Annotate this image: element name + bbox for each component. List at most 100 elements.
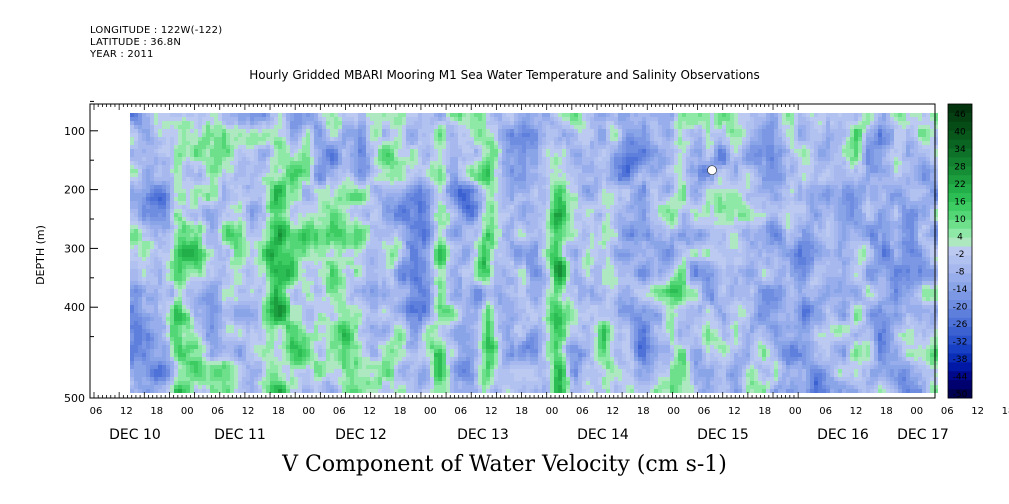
heatmap-cell [294, 165, 298, 169]
heatmap-cell [298, 361, 302, 365]
heatmap-cell [262, 269, 266, 273]
heatmap-cell [414, 137, 418, 141]
heatmap-cell [326, 373, 330, 377]
heatmap-cell [222, 121, 226, 125]
heatmap-cell [222, 293, 226, 297]
heatmap-cell [354, 141, 358, 145]
heatmap-cell [342, 253, 346, 257]
heatmap-cell [286, 357, 290, 361]
heatmap-cell [350, 345, 354, 349]
heatmap-cell [226, 177, 230, 181]
heatmap-cell [322, 349, 326, 353]
heatmap-cell [170, 245, 174, 249]
heatmap-cell [366, 361, 370, 365]
heatmap-cell [334, 357, 338, 361]
heatmap-cell [246, 157, 250, 161]
heatmap-cell [178, 305, 182, 309]
heatmap-cell [390, 133, 394, 137]
heatmap-cell [146, 145, 150, 149]
heatmap-cell [138, 193, 142, 197]
heatmap-cell [182, 373, 186, 377]
heatmap-cell [174, 141, 178, 145]
heatmap-cell [278, 217, 282, 221]
heatmap-cell [142, 229, 146, 233]
heatmap-cell [362, 117, 366, 121]
heatmap-cell [342, 205, 346, 209]
heatmap-cell [270, 133, 274, 137]
heatmap-cell [274, 233, 278, 237]
heatmap-cell [254, 133, 258, 137]
heatmap-cell [250, 181, 254, 185]
heatmap-cell [406, 305, 410, 309]
heatmap-cell [406, 389, 410, 393]
heatmap-cell [178, 321, 182, 325]
heatmap-cell [206, 253, 210, 257]
heatmap-cell [306, 117, 310, 121]
heatmap-cell [314, 161, 318, 165]
heatmap-cell [338, 241, 342, 245]
heatmap-cell [234, 193, 238, 197]
heatmap-cell [274, 389, 278, 393]
heatmap-cell [146, 329, 150, 333]
heatmap-cell [274, 185, 278, 189]
heatmap-cell [142, 249, 146, 253]
heatmap-cell [258, 281, 262, 285]
heatmap-cell [222, 341, 226, 345]
heatmap-cell [318, 229, 322, 233]
heatmap-cell [162, 381, 166, 385]
heatmap-cell [146, 361, 150, 365]
heatmap-cell [298, 313, 302, 317]
heatmap-cell [226, 201, 230, 205]
heatmap-cell [194, 369, 198, 373]
heatmap-cell [226, 301, 230, 305]
heatmap-cell [234, 381, 238, 385]
heatmap-cell [298, 173, 302, 177]
heatmap-cell [338, 345, 342, 349]
heatmap-cell [258, 349, 262, 353]
heatmap-cell [302, 301, 306, 305]
heatmap-cell [346, 313, 350, 317]
heatmap-cell [306, 349, 310, 353]
heatmap-cell [130, 269, 134, 273]
heatmap-cell [206, 349, 210, 353]
heatmap-cell [186, 333, 190, 337]
heatmap-cell [286, 285, 290, 289]
heatmap-cell [266, 285, 270, 289]
heatmap-cell [234, 261, 238, 265]
heatmap-cell [218, 117, 222, 121]
heatmap-cell [158, 157, 162, 161]
heatmap-cell [282, 193, 286, 197]
heatmap-cell [406, 321, 410, 325]
heatmap-cell [406, 173, 410, 177]
heatmap-cell [338, 253, 342, 257]
heatmap-cell [370, 185, 374, 189]
heatmap-cell [254, 301, 258, 305]
heatmap-cell [362, 365, 366, 369]
heatmap-cell [326, 261, 330, 265]
heatmap-cell [270, 161, 274, 165]
heatmap-cell [358, 277, 362, 281]
heatmap-cell [298, 285, 302, 289]
heatmap-cell [214, 357, 218, 361]
heatmap-cell [238, 353, 242, 357]
heatmap-cell [190, 245, 194, 249]
heatmap-cell [410, 213, 414, 217]
heatmap-cell [394, 273, 398, 277]
heatmap-cell [170, 113, 174, 117]
heatmap-cell [286, 257, 290, 261]
heatmap-cell [398, 213, 402, 217]
heatmap-cell [346, 193, 350, 197]
heatmap-cell [194, 325, 198, 329]
heatmap-cell [302, 141, 306, 145]
heatmap-cell [282, 117, 286, 121]
heatmap-cell [166, 149, 170, 153]
heatmap-cell [146, 325, 150, 329]
heatmap-cell [246, 161, 250, 165]
heatmap-cell [370, 189, 374, 193]
heatmap-cell [134, 349, 138, 353]
heatmap-cell [134, 173, 138, 177]
heatmap-cell [206, 369, 210, 373]
heatmap-cell [306, 189, 310, 193]
heatmap-cell [166, 385, 170, 389]
heatmap-cell [346, 217, 350, 221]
